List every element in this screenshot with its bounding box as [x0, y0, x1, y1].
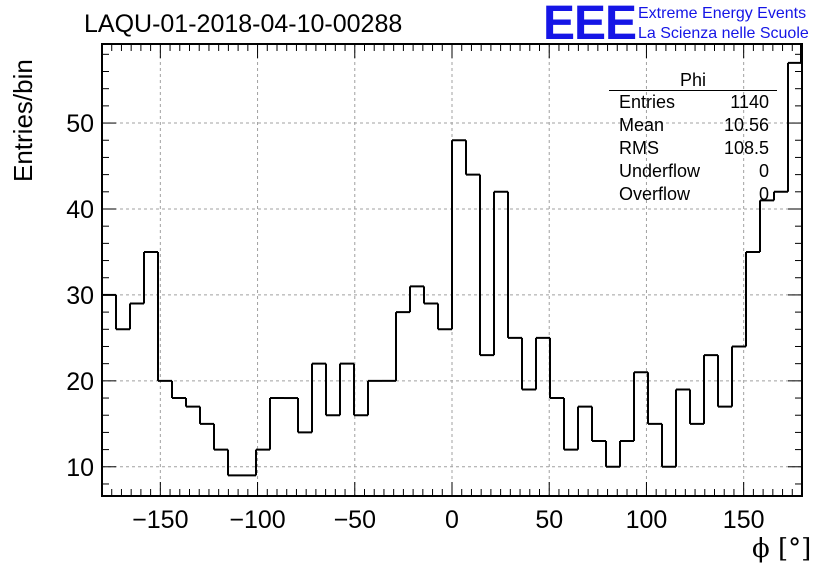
histogram-bin	[479, 174, 494, 357]
chart-title: LAQU-01-2018-04-10-00288	[84, 10, 403, 38]
stats-value: 10.56	[723, 115, 769, 135]
y-tick-label: 50	[66, 110, 94, 138]
stats-value: 0	[758, 184, 769, 204]
histogram-bin	[423, 286, 438, 305]
logo-caption: Extreme Energy Events La Scienza nelle S…	[638, 4, 809, 44]
histogram-bin	[353, 363, 368, 417]
x-tick-label: 150	[723, 506, 765, 534]
histogram-bin	[633, 371, 648, 442]
histogram-bin	[717, 355, 732, 408]
histogram-bin	[367, 379, 382, 416]
histogram-bin	[451, 139, 466, 330]
x-tick-label: 50	[535, 506, 563, 534]
x-tick-label: −150	[132, 506, 188, 534]
histogram-bin	[395, 311, 410, 381]
stats-label: RMS	[619, 138, 659, 158]
histogram-bin	[129, 302, 144, 330]
stats-label: Mean	[619, 115, 665, 135]
x-tick-label: −50	[334, 506, 376, 534]
stats-title: Phi	[609, 70, 777, 91]
histogram-bin	[619, 440, 634, 467]
histogram-bin	[647, 372, 662, 425]
histogram-bin	[213, 423, 228, 451]
stats-row-rms: RMS 108.5	[609, 137, 777, 160]
histogram-bin	[199, 406, 214, 425]
stats-row-underflow: Underflow 0	[609, 160, 777, 183]
histogram-bin	[591, 406, 606, 443]
histogram-bin	[339, 362, 354, 416]
histogram-bin	[115, 294, 130, 331]
histogram-bin	[255, 448, 270, 476]
histogram-bin	[311, 362, 326, 433]
stats-label: Entries	[619, 92, 676, 112]
x-tick-label: 100	[626, 506, 668, 534]
histogram-bin	[689, 389, 704, 425]
stats-label: Underflow	[619, 161, 701, 181]
histogram-bin	[661, 423, 676, 468]
x-tick-label: 0	[445, 506, 459, 534]
histogram-bin	[731, 345, 746, 407]
histogram-bin	[703, 354, 718, 424]
stats-row-overflow: Overflow 0	[609, 183, 777, 206]
histogram-bin	[605, 441, 620, 468]
histogram-bin	[745, 250, 760, 347]
plot-frame	[101, 43, 803, 497]
histogram-bin	[521, 337, 536, 391]
histogram-bin	[563, 398, 578, 451]
y-tick-label: 30	[66, 282, 94, 310]
eee-logo: EEE	[543, 0, 637, 50]
histogram-bin	[759, 199, 774, 252]
stats-row-entries: Entries 1140	[609, 91, 777, 114]
histogram-bin	[787, 61, 802, 192]
y-tick-label: 40	[66, 196, 94, 224]
histogram-bin	[227, 449, 242, 477]
histogram-bin	[507, 191, 522, 339]
histogram-bin	[185, 398, 200, 408]
histogram-bin	[675, 388, 690, 467]
histogram-bin	[269, 397, 284, 450]
histogram-bin	[465, 140, 480, 176]
histogram-bin	[325, 363, 340, 417]
histogram-bin	[143, 250, 158, 304]
histogram-bin	[549, 337, 564, 400]
stats-value: 0	[758, 161, 769, 181]
stats-row-mean: Mean 10.56	[609, 114, 777, 137]
histogram-bin	[577, 405, 592, 450]
histogram-bin	[535, 336, 550, 390]
logo-caption-line-2: La Scienza nelle Scuole	[638, 25, 809, 42]
logo-caption-line-1: Extreme Energy Events	[638, 5, 807, 22]
histogram-bin	[773, 190, 788, 201]
histogram-bin	[171, 380, 186, 400]
histogram-bin	[437, 303, 452, 331]
histogram-bin	[157, 251, 172, 382]
stats-value: 1140	[730, 92, 769, 112]
histogram-bin	[493, 190, 508, 356]
y-tick-label: 20	[66, 368, 94, 396]
histogram-bin	[409, 285, 424, 313]
stats-box: Phi Entries 1140 Mean 10.56 RMS 108.5 Un…	[609, 70, 777, 206]
x-tick-label: −100	[229, 506, 285, 534]
x-axis-label: ϕ [°]	[752, 534, 812, 564]
y-tick-label: 10	[66, 454, 94, 482]
stats-value: 108.5	[723, 138, 769, 158]
stats-label: Overflow	[619, 184, 691, 204]
histogram-bin	[297, 398, 312, 434]
